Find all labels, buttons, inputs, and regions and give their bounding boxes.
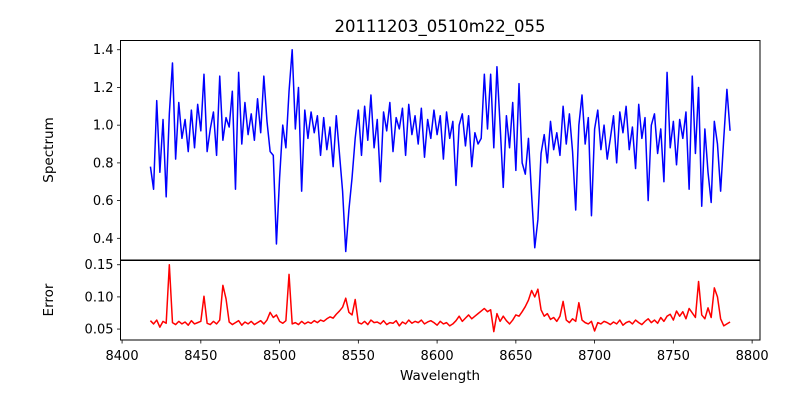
error-panel: 0.05 0.10 0.15 8400 8450 8500 8550 8600 8650 870… bbox=[41, 258, 769, 384]
chart-title: 20111203_0510m22_055 bbox=[334, 17, 545, 37]
spectrum-y-tick-label: 0.8 bbox=[93, 156, 114, 171]
spectrum-y-tick-label: 1.2 bbox=[93, 81, 114, 96]
spectrum-y-label: Spectrum bbox=[41, 117, 57, 182]
x-ticks: 8400 8450 8500 8550 8600 8650 8700 8750 8800 bbox=[106, 340, 769, 364]
x-tick-label: 8550 bbox=[342, 349, 375, 364]
spectrum-y-tick-label: 0.4 bbox=[93, 232, 114, 247]
x-axis-label: Wavelength bbox=[400, 368, 480, 384]
error-y-ticks: 0.05 0.10 0.15 bbox=[85, 258, 121, 338]
error-y-tick-label: 0.10 bbox=[85, 290, 114, 305]
x-tick-label: 8500 bbox=[263, 349, 296, 364]
x-tick-label: 8800 bbox=[736, 349, 769, 364]
spectrum-y-tick-label: 1.0 bbox=[93, 119, 114, 134]
x-tick-label: 8450 bbox=[184, 349, 217, 364]
x-tick-label: 8750 bbox=[657, 349, 690, 364]
x-tick-label: 8600 bbox=[421, 349, 454, 364]
spectrum-y-tick-label: 1.4 bbox=[93, 43, 114, 58]
spectrum-y-ticks: 0.4 0.6 0.8 1.0 1.2 1.4 bbox=[93, 43, 121, 247]
error-line bbox=[149, 264, 731, 333]
x-tick-label: 8650 bbox=[499, 349, 532, 364]
x-tick-label: 8700 bbox=[578, 349, 611, 364]
error-y-tick-label: 0.15 bbox=[85, 258, 114, 273]
spectrum-y-tick-label: 0.6 bbox=[93, 194, 114, 209]
error-axes-frame bbox=[120, 260, 761, 341]
x-tick-label: 8400 bbox=[106, 349, 139, 364]
spectrum-line bbox=[149, 48, 731, 253]
error-y-label: Error bbox=[41, 283, 57, 316]
error-y-tick-label: 0.05 bbox=[85, 323, 114, 338]
